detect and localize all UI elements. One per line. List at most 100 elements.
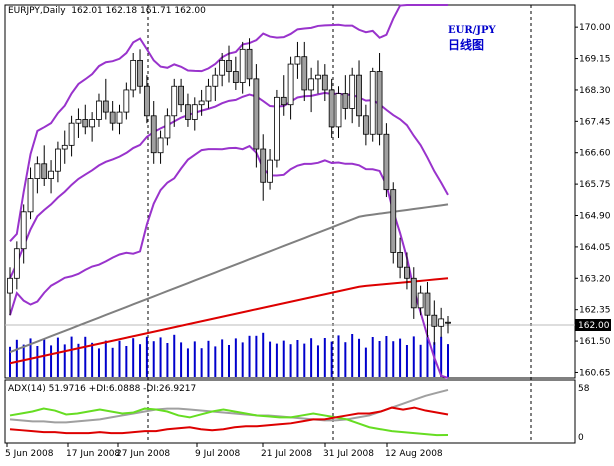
candle-body	[157, 137, 164, 154]
time-tick-label: 5 Jun 2008	[5, 449, 54, 459]
adx-header: ADX(14) 51.9716 +DI:6.0888 -DI:26.9217	[8, 384, 196, 394]
candle-body	[315, 74, 321, 80]
price-tick-label: 163.20	[579, 274, 611, 284]
candle-body	[267, 159, 273, 183]
candle-body	[20, 211, 27, 250]
candle-body	[349, 74, 356, 109]
slow-moving-average	[9, 277, 449, 365]
candle-body	[41, 163, 48, 179]
symbol-label: EURJPY,Daily	[8, 6, 66, 16]
candle-body	[294, 56, 301, 65]
candle-body	[102, 100, 109, 113]
adx-lines	[9, 388, 449, 437]
candle-body	[27, 178, 34, 213]
candle-body	[226, 59, 232, 72]
candle-body	[116, 111, 123, 124]
price-tick-label: 165.75	[579, 180, 611, 190]
timeframe-caption: 日线图	[448, 38, 485, 52]
chart-caption: EUR/JPY 日线图	[448, 24, 506, 60]
price-tick-label: 160.65	[579, 368, 611, 378]
adx-label: ADX(14) 51.9716 +DI:6.0888 -DI:26.9217	[8, 384, 197, 394]
candle-body	[253, 78, 260, 150]
candle-body	[48, 170, 54, 179]
period-separators	[147, 5, 532, 443]
candle-body	[356, 74, 362, 117]
time-tick-label: 21 Jul 2008	[261, 449, 312, 459]
time-tick-label: 31 Jul 2008	[323, 449, 374, 459]
candle-body	[274, 96, 280, 161]
candle-body	[328, 89, 335, 128]
candle-body	[431, 314, 438, 327]
candle-body	[55, 148, 61, 172]
price-tick-label: 164.90	[579, 212, 611, 222]
candle-body	[178, 85, 184, 106]
candle-body	[34, 163, 41, 179]
candle-body	[219, 59, 226, 76]
candle-body	[130, 59, 137, 91]
candle-body	[212, 74, 219, 87]
candle-body	[362, 115, 369, 135]
price-axis: 170.00 169.15 168.30 167.45 166.60 165.75 164.…	[575, 23, 611, 378]
price-tick-label: 168.30	[579, 86, 611, 96]
plus-di-line	[9, 407, 449, 437]
candle-body	[89, 119, 96, 128]
candle-body	[397, 252, 403, 268]
candle-body	[410, 277, 417, 309]
indicator-scale-max: 58	[578, 384, 590, 394]
candle-body	[75, 119, 82, 124]
candle-body	[123, 89, 130, 113]
candle-body	[232, 71, 239, 83]
candle-body	[205, 85, 212, 102]
price-tick-label: 170.00	[579, 23, 611, 33]
candle-body	[143, 85, 150, 117]
candle-body	[445, 321, 451, 324]
candle-body	[280, 96, 287, 106]
candle-body	[369, 71, 376, 135]
candle-body	[191, 104, 198, 120]
candle-body	[301, 56, 308, 91]
main-panel	[4, 4, 576, 379]
candle-body	[239, 48, 246, 83]
candle-body	[321, 74, 328, 91]
price-tick-label: 161.50	[579, 337, 611, 347]
pair-title: EUR/JPY	[448, 25, 496, 36]
time-tick-label: 27 Jun 2008	[116, 449, 170, 459]
candle-body	[171, 85, 178, 117]
candle-body	[390, 189, 397, 253]
candle-body	[7, 277, 13, 294]
candle-body	[61, 144, 68, 150]
candle-body	[287, 63, 294, 106]
price-tick-label: 169.15	[579, 55, 611, 65]
candle-body	[82, 119, 89, 128]
indicator-scale-min: 0	[578, 433, 584, 443]
bollinger-lower-band	[9, 144, 449, 379]
candle-body	[417, 292, 424, 309]
price-tick-label: 164.05	[579, 243, 611, 253]
candles	[7, 38, 451, 345]
candle-body	[342, 93, 349, 109]
candle-body	[438, 318, 445, 327]
time-tick-label: 17 Jun 2008	[66, 449, 120, 459]
candle-body	[137, 59, 143, 87]
candle-body	[13, 248, 20, 279]
time-tick-label: 12 Aug 2008	[385, 449, 443, 459]
candle-body	[96, 100, 102, 120]
candle-body	[424, 292, 431, 316]
candle-body	[198, 100, 205, 106]
medium-moving-average	[9, 203, 449, 354]
candle-body	[383, 133, 390, 191]
time-tick-label: 9 Jul 2008	[195, 449, 240, 459]
ohlc-values: 162.01 162.18 161.71 162.00	[71, 6, 206, 16]
candle-body	[376, 71, 383, 135]
volume-bars	[9, 332, 449, 377]
candle-body	[150, 115, 157, 154]
candle-body	[185, 104, 191, 120]
candle-body	[404, 266, 410, 279]
candle-body	[260, 148, 267, 183]
current-price-label: 162.00	[578, 321, 610, 331]
candle-body	[68, 122, 75, 146]
minus-di-line	[9, 406, 449, 435]
